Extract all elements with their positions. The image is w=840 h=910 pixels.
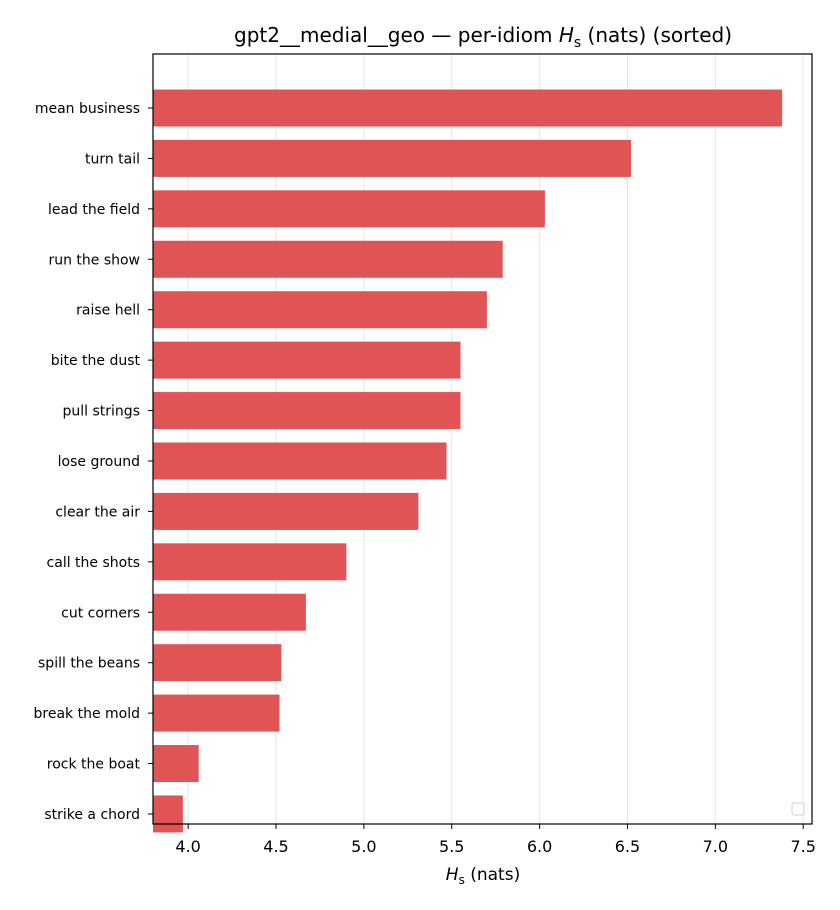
y-tick-label: raise hell [76,303,140,319]
xlabel-suffix: (nats) [465,865,520,885]
y-tick-label: lead the field [48,202,140,218]
bar [153,139,631,177]
bar [153,240,503,278]
plot-frame [152,53,813,825]
x-tick-label: 7.5 [790,837,815,856]
title-symbol: H [559,23,574,47]
y-tick-label: call the shots [47,555,140,571]
bar [153,89,783,127]
bar [153,694,280,732]
x-tick-label: 5.5 [439,837,464,856]
y-tick-label: bite the dust [51,353,141,369]
x-tick-label: 4.5 [263,837,288,856]
bar [153,795,183,833]
x-tick-label: 6.0 [527,837,552,856]
title-subscript: s [574,35,581,51]
x-axis-label: Hs (nats) [446,865,520,887]
x-tick-label: 4.0 [175,837,200,856]
bar [153,745,199,783]
xlabel-symbol: H [446,865,459,885]
bar [153,291,487,329]
ticks: 4.0 4.5 5.0 5.5 6.0 6.5 7.0 7.5 mean business tur… [34,101,816,856]
bar [153,644,282,682]
y-tick-label: clear the air [55,504,140,520]
y-tick-label: mean business [35,101,140,117]
y-tick-label: rock the boat [47,757,141,773]
bar [153,190,545,228]
y-tick-label: spill the beans [38,656,140,672]
y-tick-label: lose ground [58,454,140,470]
legend-box [791,802,805,816]
bars [153,89,783,833]
xlabel-subscript: s [459,873,465,887]
x-tick-label: 7.0 [703,837,728,856]
gridlines [187,54,804,824]
y-tick-label: strike a chord [44,807,140,823]
y-tick-label: cut corners [61,605,140,621]
y-tick-label: pull strings [63,404,140,420]
bar [153,392,461,430]
title-prefix: gpt2__medial__geo — per-idiom [234,23,559,47]
bar [153,543,347,581]
y-tick-label: turn tail [85,151,140,167]
bar [153,442,447,480]
chart-title: gpt2__medial__geo — per-idiom Hs (nats) … [234,23,732,51]
bar [153,341,461,379]
x-tick-label: 6.5 [615,837,640,856]
y-tick-label: run the show [48,252,140,268]
bar [153,492,419,530]
title-suffix: (nats) (sorted) [581,23,732,47]
bar [153,593,306,631]
y-tick-label: break the mold [34,706,141,722]
x-tick-label: 5.0 [351,837,376,856]
